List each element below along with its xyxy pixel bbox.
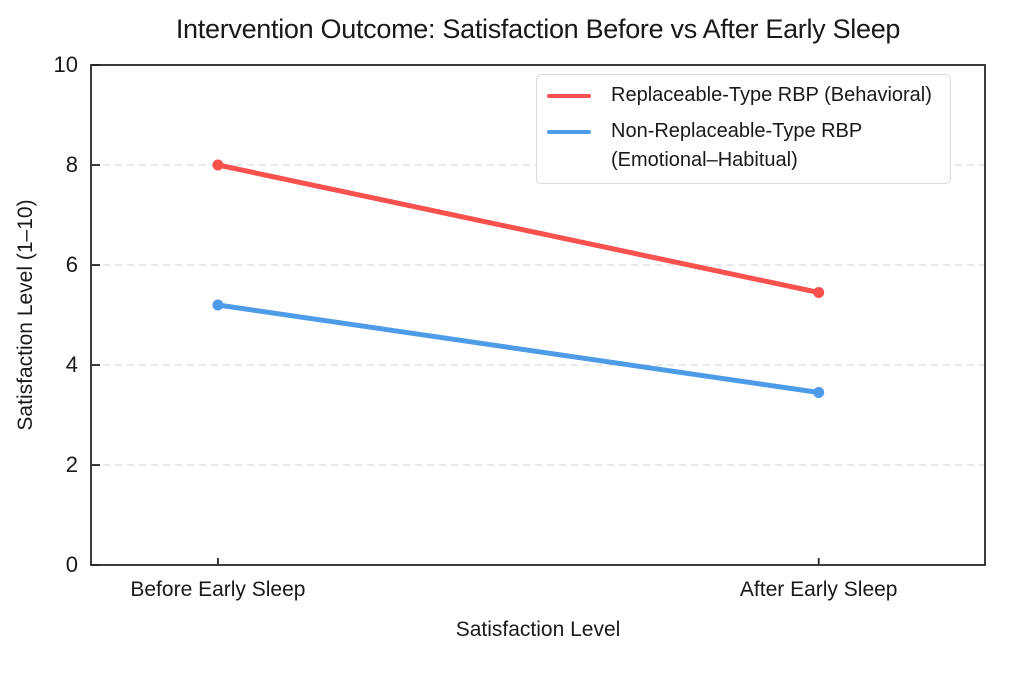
chart-title: Intervention Outcome: Satisfaction Befor…: [175, 14, 901, 44]
x-tick-label: After Early Sleep: [739, 578, 898, 601]
x-axis-label: Satisfaction Level: [455, 618, 621, 641]
y-tick-label: 4: [65, 352, 78, 377]
y-tick-label: 0: [65, 552, 78, 577]
legend-item: Replaceable-Type RBP (Behavioral): [547, 81, 932, 110]
data-point: [212, 159, 224, 171]
x-tick-label: Before Early Sleep: [130, 578, 306, 601]
legend-label: Non-Replaceable-Type RBP (Emotional–Habi…: [611, 120, 863, 171]
legend-label: Replaceable-Type RBP (Behavioral): [611, 84, 932, 106]
data-point: [813, 287, 825, 298]
series-line: [215, 162, 822, 295]
y-tick-label: 10: [53, 52, 78, 77]
data-point: [212, 299, 224, 311]
series-line: [215, 302, 822, 395]
legend-item: Non-Replaceable-Type RBP (Emotional–Habi…: [547, 117, 932, 175]
y-tick-label: 8: [65, 152, 78, 177]
y-tick-label: 6: [65, 252, 78, 277]
legend-swatch: [547, 93, 591, 98]
legend: Replaceable-Type RBP (Behavioral) Non-Rep…: [536, 74, 951, 184]
data-point: [813, 387, 825, 398]
y-tick-label: 2: [65, 452, 78, 477]
axes-border: [90, 64, 986, 566]
legend-swatch: [547, 129, 591, 134]
